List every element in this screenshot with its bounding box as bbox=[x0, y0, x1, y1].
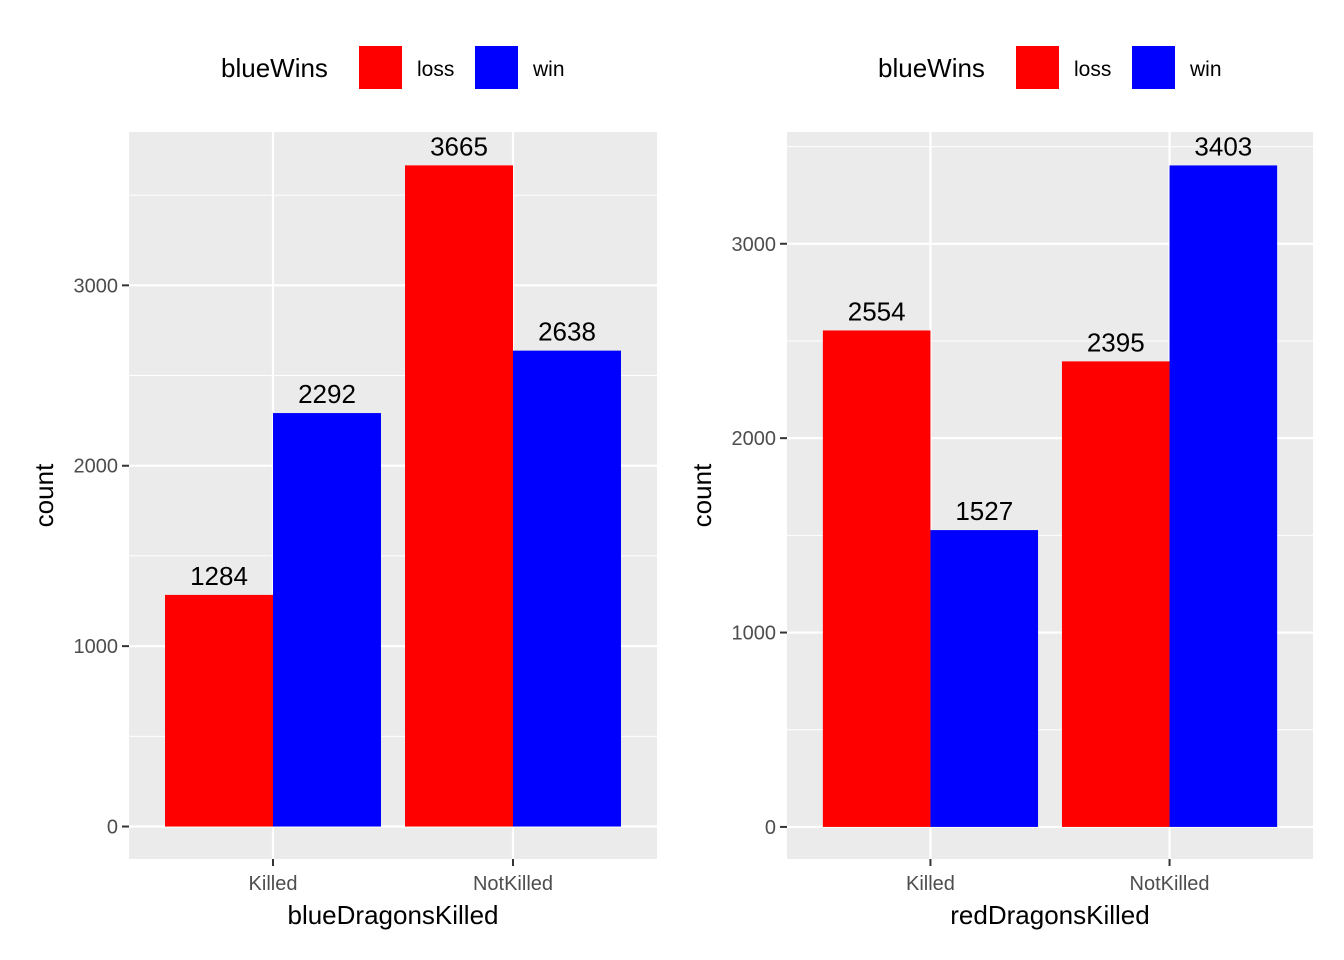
bar-label-loss-Killed: 1284 bbox=[190, 561, 248, 591]
bar-label-loss-NotKilled: 2395 bbox=[1087, 327, 1145, 357]
y-tick-label: 3000 bbox=[732, 234, 777, 256]
legend-key-win bbox=[1132, 46, 1175, 89]
x-tick-label-NotKilled: NotKilled bbox=[1130, 873, 1210, 895]
y-tick-label: 2000 bbox=[732, 428, 777, 450]
legend: blueWins loss win bbox=[221, 46, 565, 89]
legend-label-win: win bbox=[532, 58, 565, 81]
x-tick-label-Killed: Killed bbox=[249, 873, 298, 895]
x-tick-label-NotKilled: NotKilled bbox=[473, 873, 553, 895]
bar-loss-Killed bbox=[822, 330, 931, 827]
legend-label-loss: loss bbox=[417, 58, 454, 81]
y-tick-label: 0 bbox=[107, 817, 118, 839]
bar-win-Killed bbox=[930, 530, 1039, 827]
y-tick-label: 1000 bbox=[732, 623, 777, 645]
bar-loss-NotKilled bbox=[405, 165, 513, 827]
y-axis-title: count bbox=[687, 463, 717, 527]
bar-label-win-NotKilled: 2638 bbox=[538, 317, 596, 347]
legend-title: blueWins bbox=[878, 53, 985, 83]
x-axis-title: redDragonsKilled bbox=[950, 900, 1149, 930]
legend-title: blueWins bbox=[221, 53, 328, 83]
legend-key-loss bbox=[359, 46, 402, 89]
legend-key-win bbox=[475, 46, 518, 89]
bar-label-loss-Killed: 2554 bbox=[848, 296, 906, 326]
legend-label-loss: loss bbox=[1074, 58, 1111, 81]
legend-key-loss bbox=[1016, 46, 1059, 89]
chart-panel-1: 1284 3665 2292 2638 0 1000 2000 3000 Killed NotKi… bbox=[29, 46, 657, 930]
y-axis-title: count bbox=[29, 463, 59, 527]
x-tick-label-Killed: Killed bbox=[906, 873, 955, 895]
bar-loss-Killed bbox=[165, 594, 273, 827]
y-tick-label: 0 bbox=[765, 817, 776, 839]
bar-label-win-Killed: 2292 bbox=[298, 379, 356, 409]
bar-label-loss-NotKilled: 3665 bbox=[430, 131, 488, 161]
y-tick-label: 2000 bbox=[74, 456, 119, 478]
chart-panel-2: 2554 2395 1527 3403 0 1000 2000 3000 Killed NotKi… bbox=[687, 46, 1313, 930]
bar-label-win-Killed: 1527 bbox=[955, 496, 1013, 526]
legend-label-win: win bbox=[1189, 58, 1222, 81]
bar-win-Killed bbox=[273, 413, 381, 827]
bar-win-NotKilled bbox=[513, 350, 621, 827]
bar-loss-NotKilled bbox=[1061, 361, 1170, 827]
bar-label-win-NotKilled: 3403 bbox=[1194, 131, 1252, 161]
y-tick-label: 3000 bbox=[74, 275, 119, 297]
y-tick-label: 1000 bbox=[74, 636, 119, 658]
legend: blueWins loss win bbox=[878, 46, 1222, 89]
bar-win-NotKilled bbox=[1169, 165, 1278, 827]
x-axis-title: blueDragonsKilled bbox=[287, 900, 498, 930]
